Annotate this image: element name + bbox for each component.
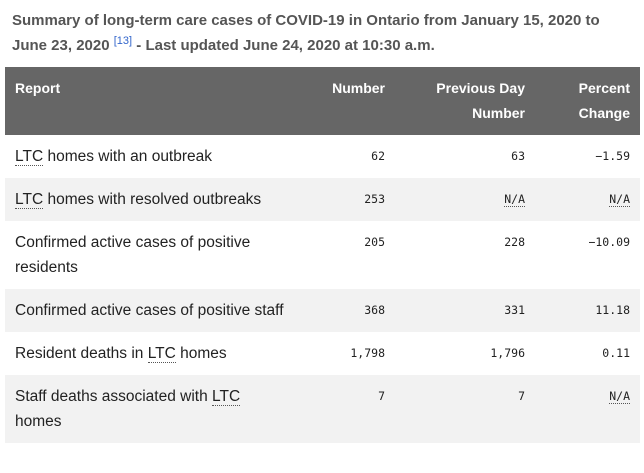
caption-updated: - Last updated June 24, 2020 at 10:30 a.… [132, 37, 435, 54]
report-cell: LTC homes with an outbreak [5, 135, 300, 178]
caption-text: Summary of long-term care cases of COVID… [12, 12, 600, 54]
table-row: Resident deaths in LTC homes 1,798 1,796 0.… [5, 332, 640, 375]
cell-text: 1,798 [350, 346, 385, 360]
cell-text: homes with an outbreak [43, 148, 213, 165]
table-row: LTC homes with resolved outbreaks 253 N/A N… [5, 178, 640, 221]
cell-text: −10.09 [588, 235, 630, 249]
number-cell: 228 [395, 221, 535, 289]
cell-text: 253 [364, 192, 385, 206]
number-cell: 7 [300, 375, 395, 443]
number-cell: 11.18 [535, 289, 640, 332]
cell-text: 1,796 [490, 346, 525, 360]
abbreviation: N/A [609, 192, 630, 207]
cell-text: homes [175, 345, 227, 362]
header-cell: Number [300, 67, 395, 135]
cell-text: Resident deaths in [15, 345, 148, 362]
number-cell: −1.59 [535, 135, 640, 178]
number-cell: 253 [300, 178, 395, 221]
table-row: Staff deaths associated with LTC homes 7 7… [5, 375, 640, 443]
number-cell: 368 [300, 289, 395, 332]
number-cell: N/A [535, 375, 640, 443]
number-cell: 0.11 [535, 332, 640, 375]
caption: Summary of long-term care cases of COVID… [12, 8, 637, 58]
abbreviation: LTC [147, 345, 176, 363]
reference[interactable]: [13] [113, 35, 133, 47]
cell-text: 11.18 [595, 303, 630, 317]
cell-text: homes with resolved outbreaks [43, 191, 262, 208]
number-cell: 62 [300, 135, 395, 178]
header-cell: Previous Day Number [395, 67, 535, 135]
number-cell: N/A [395, 178, 535, 221]
report-cell: LTC homes with resolved outbreaks [5, 178, 300, 221]
cell-text: 368 [364, 303, 385, 317]
number-cell: 7 [395, 375, 535, 443]
cell-text: 228 [504, 235, 525, 249]
table-row: LTC homes with an outbreak 62 63 −1.59 [5, 135, 640, 178]
number-cell: 205 [300, 221, 395, 289]
cell-text: 0.11 [602, 346, 630, 360]
number-cell: 331 [395, 289, 535, 332]
header-cell: Report [5, 67, 300, 135]
cell-text: Confirmed active cases of positive resid… [15, 234, 251, 276]
cell-text: Staff deaths associated with [15, 388, 213, 405]
report-cell: Confirmed active cases of positive resid… [5, 221, 300, 289]
cell-text: 7 [378, 389, 385, 403]
table-row: Confirmed active cases of positive resid… [5, 221, 640, 289]
abbreviation: LTC [15, 191, 44, 209]
header-cell: Percent Change [535, 67, 640, 135]
cell-text: 63 [511, 149, 525, 163]
number-cell: −10.09 [535, 221, 640, 289]
number-cell: 63 [395, 135, 535, 178]
report-cell: Staff deaths associated with LTC homes [5, 375, 300, 443]
number-cell: 1,798 [300, 332, 395, 375]
number-cell: 1,796 [395, 332, 535, 375]
header-row: Report Number Previous Day Number Percent C… [5, 67, 640, 135]
report-cell: Resident deaths in LTC homes [5, 332, 300, 375]
abbreviation: LTC [212, 388, 241, 406]
abbreviation: N/A [504, 192, 525, 207]
cell-text: 331 [504, 303, 525, 317]
ltc-table: Report Number Previous Day Number Percent C… [5, 67, 640, 443]
table-row: Confirmed active cases of positive staff… [5, 289, 640, 332]
cell-text: 7 [518, 389, 525, 403]
cell-text: −1.59 [595, 149, 630, 163]
cell-text: 205 [364, 235, 385, 249]
report-cell: Confirmed active cases of positive staff [5, 289, 300, 332]
cell-text: homes [15, 413, 62, 430]
number-cell: N/A [535, 178, 640, 221]
cell-text: 62 [371, 149, 385, 163]
abbreviation: N/A [609, 389, 630, 404]
cell-text: Confirmed active cases of positive staff [15, 302, 284, 319]
abbreviation: LTC [15, 148, 44, 166]
